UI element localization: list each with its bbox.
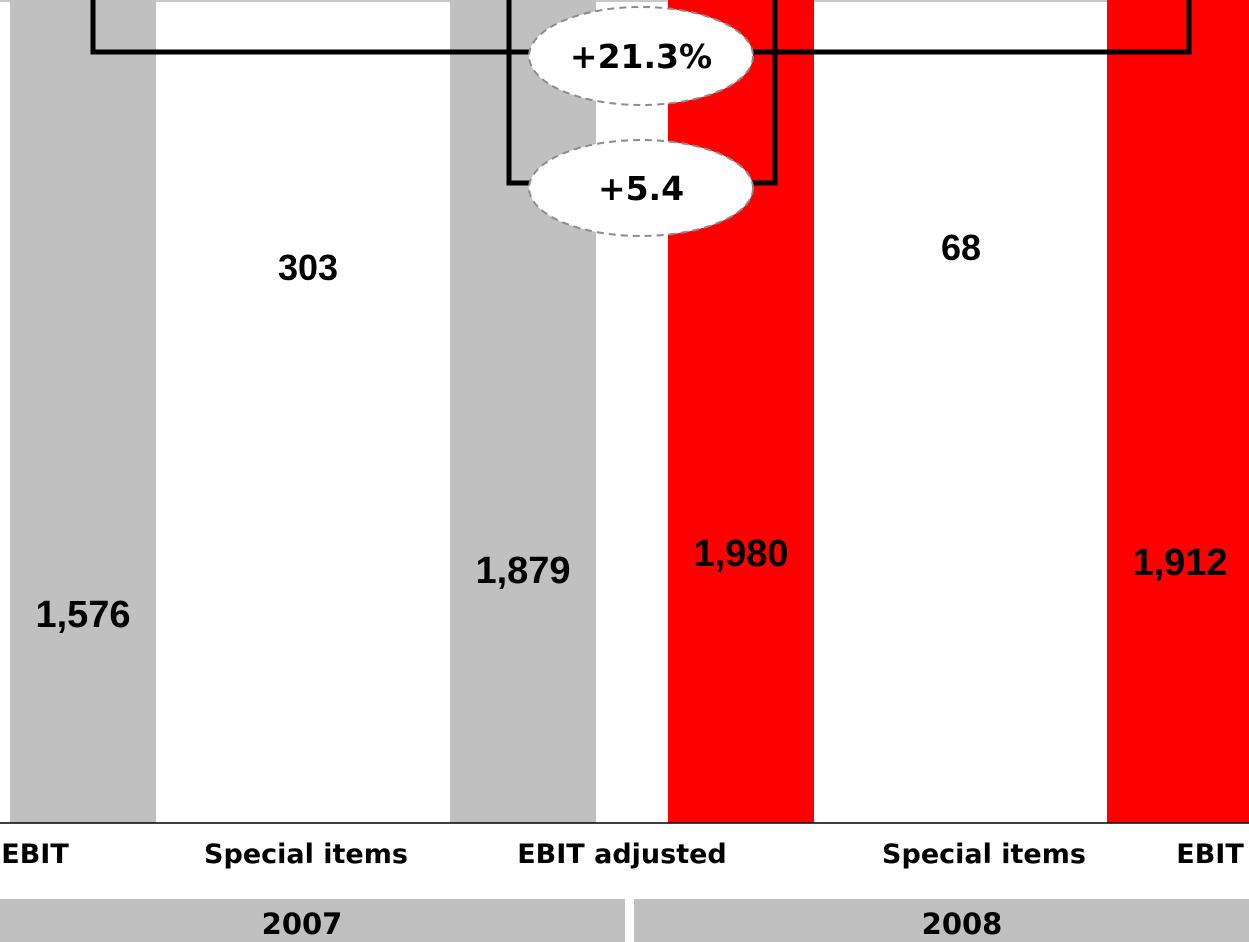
year-label-2007: 2007 [262,907,343,941]
value-label-2: 303 [278,247,338,288]
category-label-ebit-adjusted: EBIT adjusted [517,839,727,870]
value-label-5: 68 [941,227,981,268]
bars-layer [10,0,1249,824]
year-label-2008: 2008 [922,907,1003,941]
bar-6 [1107,0,1249,823]
category-label-special-items-2007: Special items [204,839,408,870]
annotation-layer: +21.3% +5.4 [90,0,1192,237]
value-label-4: 1,980 [693,533,788,575]
bar-4 [668,0,814,823]
annotation-label-2: +5.4 [598,169,684,208]
year-band-2007 [0,899,625,942]
bar-3 [450,0,596,823]
category-label-ebit-2008: EBIT [1176,839,1244,870]
value-label-1: 1,576 [35,594,130,636]
category-label-ebit-2007: EBIT [1,839,69,870]
value-labels-layer: 1,576 303 1,879 1,980 68 1,912 [35,227,1227,636]
year-band-2008 [634,899,1249,942]
value-label-6: 1,912 [1132,542,1227,584]
annotation-ellipse-2 [528,139,754,237]
annotation-ellipse-1 [528,6,754,106]
annotation-label-1: +21.3% [570,37,712,76]
value-label-3: 1,879 [475,550,570,592]
bar-1 [10,0,156,824]
category-label-special-items-2008: Special items [882,839,1086,870]
